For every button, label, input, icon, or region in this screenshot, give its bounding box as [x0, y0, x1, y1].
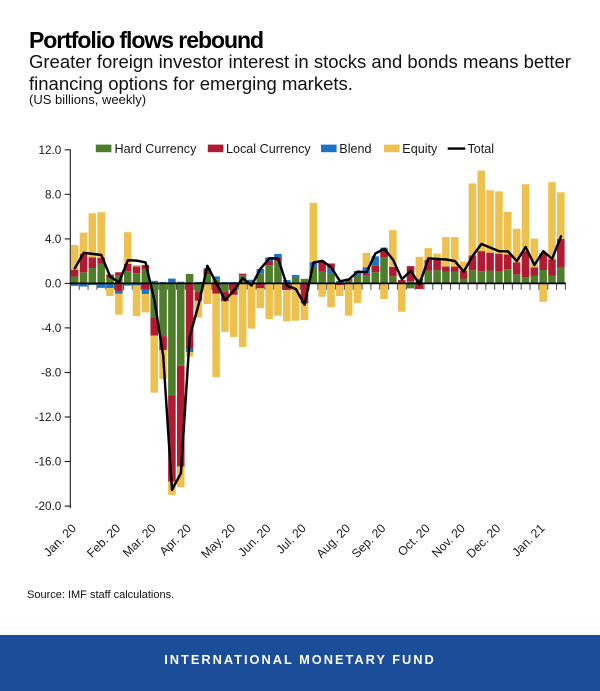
svg-text:12.0: 12.0: [39, 144, 62, 157]
svg-text:Aug. 20: Aug. 20: [313, 521, 353, 561]
svg-text:0.0: 0.0: [45, 277, 62, 290]
svg-text:4.0: 4.0: [45, 233, 62, 246]
svg-text:Nov. 20: Nov. 20: [429, 521, 468, 560]
svg-text:Oct. 20: Oct. 20: [395, 521, 433, 559]
svg-text:Equity: Equity: [402, 142, 438, 156]
svg-text:8.0: 8.0: [45, 188, 62, 201]
svg-text:Blend: Blend: [339, 142, 371, 156]
svg-text:Sep. 20: Sep. 20: [349, 521, 389, 561]
svg-text:Apr. 20: Apr. 20: [157, 521, 194, 558]
svg-text:-4.0: -4.0: [41, 322, 62, 335]
svg-text:-16.0: -16.0: [35, 456, 62, 469]
svg-text:Jun. 20: Jun. 20: [235, 521, 273, 559]
svg-text:Jul. 20: Jul. 20: [274, 521, 309, 556]
svg-text:Mar. 20: Mar. 20: [120, 521, 159, 560]
svg-text:Local Currency: Local Currency: [226, 142, 311, 156]
svg-text:May. 20: May. 20: [198, 521, 238, 561]
svg-text:Jan. 20: Jan. 20: [41, 521, 79, 559]
svg-text:-8.0: -8.0: [41, 367, 62, 380]
svg-text:Dec. 20: Dec. 20: [464, 521, 504, 561]
svg-text:Jan. 21: Jan. 21: [509, 521, 547, 559]
svg-text:Hard Currency: Hard Currency: [115, 142, 198, 156]
svg-text:Total: Total: [468, 142, 495, 156]
svg-text:-20.0: -20.0: [35, 500, 62, 513]
svg-text:-12.0: -12.0: [35, 411, 62, 424]
svg-text:Feb. 20: Feb. 20: [84, 521, 123, 560]
